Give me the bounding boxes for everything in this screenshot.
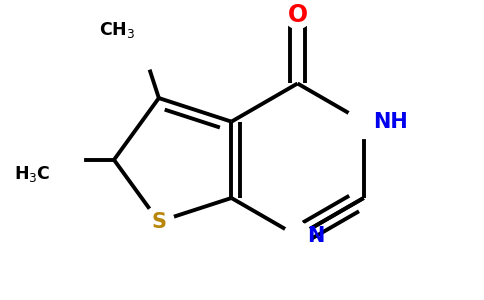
Text: O: O: [287, 3, 308, 27]
Text: H$_3$C: H$_3$C: [14, 164, 51, 184]
Circle shape: [284, 222, 311, 250]
Circle shape: [347, 105, 380, 138]
Circle shape: [30, 133, 83, 187]
Text: CH$_3$: CH$_3$: [99, 20, 135, 40]
Text: NH: NH: [373, 112, 408, 132]
Text: S: S: [151, 212, 166, 232]
Circle shape: [144, 206, 174, 237]
Circle shape: [284, 1, 311, 28]
Text: N: N: [307, 226, 324, 246]
Circle shape: [114, 17, 168, 70]
